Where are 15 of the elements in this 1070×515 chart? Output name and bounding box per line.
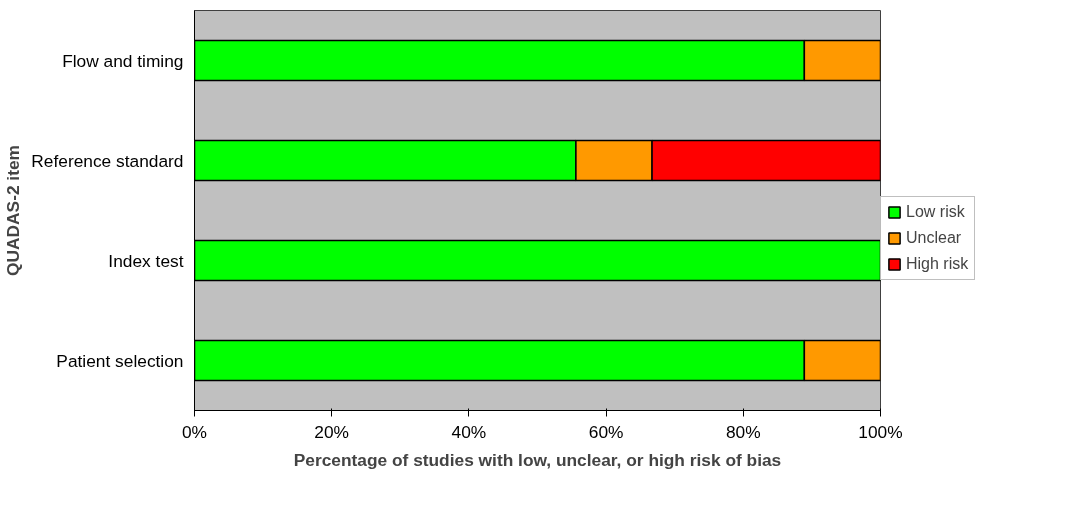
x-tick-label: 20% (314, 421, 350, 442)
x-tick-label: 60% (588, 421, 624, 442)
x-axis-title: Percentage of studies with low, unclear, or high risk of bias (293, 449, 782, 470)
legend-label: Low risk (906, 203, 965, 221)
y-tick-label: Patient selection (56, 350, 184, 371)
y-axis-title: QUADAS-2 item (3, 145, 24, 276)
x-tick-label: 80% (725, 421, 761, 442)
legend-label: Unclear (906, 229, 962, 247)
y-tick-label: Flow and timing (62, 50, 184, 71)
y-tick-label: Reference standard (31, 150, 184, 171)
legend-label: High risk (906, 255, 969, 273)
y-tick-label: Index test (108, 250, 184, 271)
x-tick-label: 0% (181, 421, 208, 442)
x-tick-label: 100% (858, 421, 903, 442)
x-tick-label: 40% (451, 421, 487, 442)
